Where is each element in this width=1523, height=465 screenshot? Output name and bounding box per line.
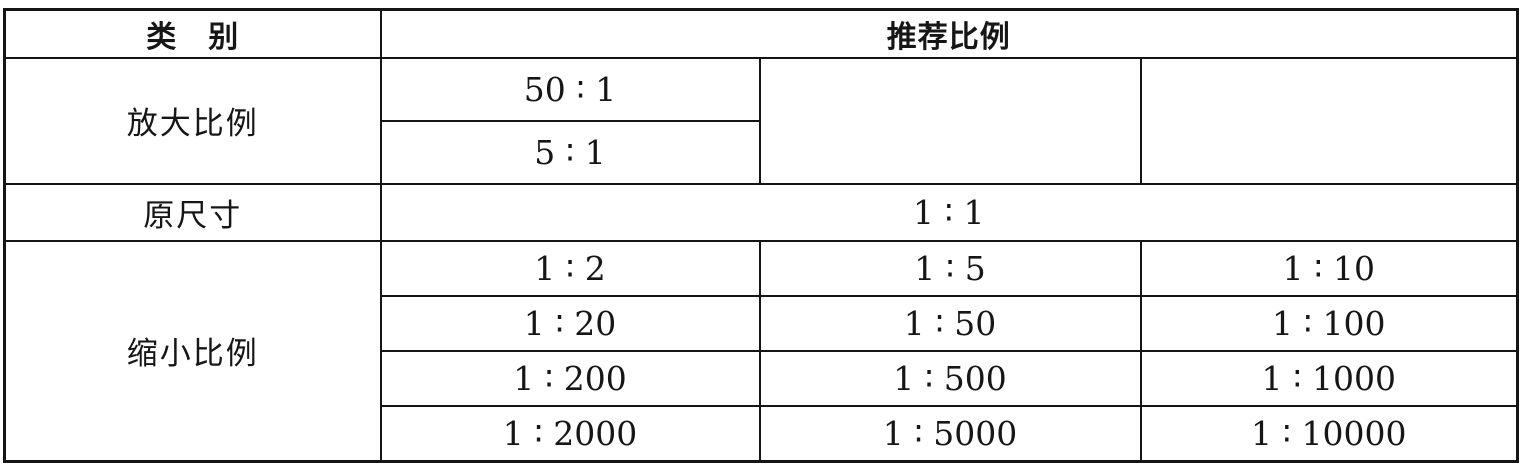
table-row-enlarge-2: 5 ∶ 1: [5, 119, 1518, 185]
cell-reduce-1-500: 1 ∶ 500: [758, 349, 1142, 407]
cell-reduce-1-10: 1 ∶ 10: [1139, 239, 1519, 297]
cell-reduce-1-100: 1 ∶ 100: [1139, 294, 1519, 352]
table-row-reduce-1: 缩小比例 1 ∶ 2 1 ∶ 5 1 ∶ 10: [3, 239, 1519, 463]
cell-reduce-1-200: 1 ∶ 200: [379, 349, 761, 407]
cell-enlarge-50-1: 50 ∶ 1: [379, 56, 761, 122]
cell-original-1-1: 1 ∶ 1: [379, 182, 1519, 242]
table-row-reduce-2: 1 ∶ 20 1 ∶ 50 1 ∶ 100: [5, 294, 1519, 352]
cell-enlarge-5-1: 5 ∶ 1: [379, 119, 761, 185]
table-row-enlarge-1: 放大比例 50 ∶ 1: [3, 56, 1519, 185]
row-label-original-size: 原尺寸: [3, 182, 382, 242]
row-label-enlargement-scale: 放大比例: [3, 56, 382, 185]
cell-reduce-1-50: 1 ∶ 50: [758, 294, 1142, 352]
cell-reduce-1-2000: 1 ∶ 2000: [379, 404, 761, 463]
table-row-header: 类 别 推荐比例: [3, 8, 1519, 59]
header-cell-category: 类 别: [3, 8, 382, 59]
cell-reduce-1-1000: 1 ∶ 1000: [1139, 349, 1519, 407]
empty-cell-enlarge-col3: [758, 56, 1142, 185]
cell-reduce-1-20: 1 ∶ 20: [379, 294, 761, 352]
cell-reduce-1-2: 1 ∶ 2: [379, 239, 761, 297]
row-label-reduction-scale: 缩小比例: [3, 239, 382, 463]
scale-table: 类 别 推荐比例 放大比例 50 ∶ 1 5 ∶ 1 原尺寸 1 ∶ 1 缩小比…: [3, 8, 1520, 463]
cell-reduce-1-5000: 1 ∶ 5000: [758, 404, 1142, 463]
empty-cell-enlarge-col4: [1139, 56, 1519, 185]
cell-reduce-1-5: 1 ∶ 5: [758, 239, 1142, 297]
table-row-original-size: 原尺寸 1 ∶ 1: [3, 182, 1519, 242]
table-row-reduce-3: 1 ∶ 200 1 ∶ 500 1 ∶ 1000: [5, 349, 1519, 407]
cell-reduce-1-10000: 1 ∶ 10000: [1139, 404, 1519, 463]
table-row-reduce-4: 1 ∶ 2000 1 ∶ 5000 1 ∶ 10000: [5, 404, 1519, 463]
header-cell-recommended-scale: 推荐比例: [379, 8, 1519, 59]
